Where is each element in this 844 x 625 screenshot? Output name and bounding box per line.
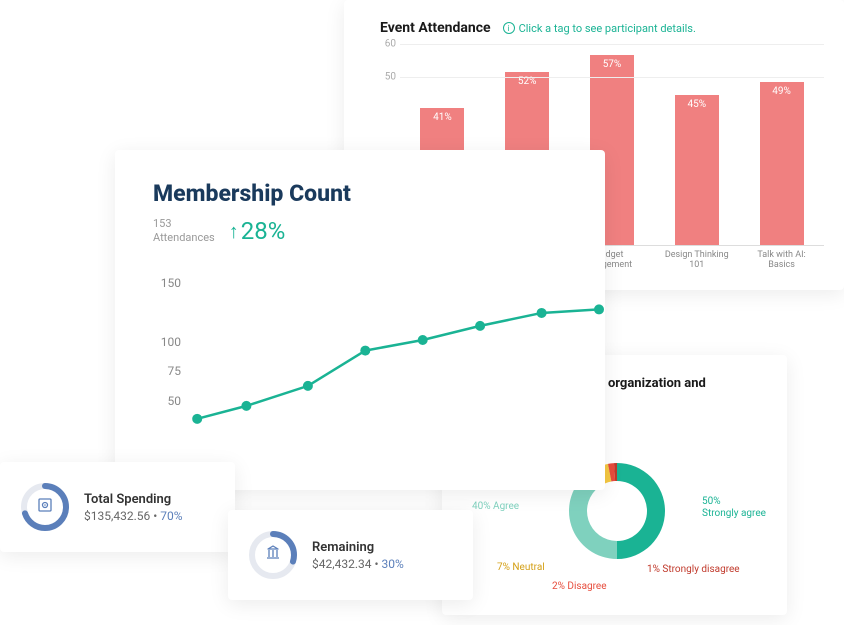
attendance-header: Event Attendance i Click a tag to see pa… <box>380 20 824 36</box>
donut-label: 50%Strongly agree <box>702 496 766 520</box>
membership-yaxis: 50 75 100 150 <box>153 260 189 460</box>
total-spending-ring <box>20 482 70 532</box>
total-spending-value: $135,432.56 <box>84 509 150 523</box>
attendance-ytick: 50 <box>385 72 396 83</box>
donut-label: 2% Disagree <box>552 581 607 593</box>
remaining-text: Remaining $42,432.34 • 30% <box>312 540 404 571</box>
attendance-bar-label: 49% <box>760 86 804 97</box>
total-spending-title: Total Spending <box>84 492 183 507</box>
membership-card: Membership Count 153 Attendances ↑ 28% 5… <box>115 150 605 490</box>
attendance-bar[interactable]: 45% <box>675 95 719 245</box>
remaining-card: Remaining $42,432.34 • 30% <box>228 510 473 600</box>
membership-ytick: 100 <box>161 335 181 349</box>
attendance-bar-label: 41% <box>420 112 464 123</box>
donut-label: 1% Strongly disagree <box>647 564 740 576</box>
total-spending-pct: 70% <box>160 509 182 523</box>
membership-chart: 50 75 100 150 <box>153 260 575 480</box>
remaining-value: $42,432.34 <box>312 557 371 571</box>
attendance-title: Event Attendance <box>380 20 491 36</box>
membership-ytick: 50 <box>168 394 182 408</box>
safe-icon <box>37 497 53 517</box>
membership-ytick: 75 <box>168 364 182 378</box>
membership-count-label: Attendances <box>153 231 215 245</box>
pillar-icon <box>265 545 281 565</box>
attendance-ytick: 60 <box>385 39 396 50</box>
remaining-pct: 30% <box>382 557 404 571</box>
membership-line-svg <box>189 260 575 460</box>
attendance-bar-label: 57% <box>590 59 634 70</box>
membership-plot <box>189 260 575 460</box>
attendance-bar[interactable]: 49% <box>760 82 804 245</box>
membership-pct: ↑ 28% <box>229 217 286 245</box>
total-spending-value-row: $135,432.56 • 70% <box>84 509 183 523</box>
info-icon: i <box>503 22 515 34</box>
arrow-up-icon: ↑ <box>229 219 239 244</box>
membership-ytick: 150 <box>161 276 181 290</box>
membership-count: 153 Attendances <box>153 217 215 246</box>
membership-title: Membership Count <box>153 180 575 207</box>
remaining-value-row: $42,432.34 • 30% <box>312 557 404 571</box>
remaining-ring <box>248 530 298 580</box>
membership-kpi: 153 Attendances ↑ 28% <box>153 217 575 246</box>
donut-label: 40% Agree <box>472 501 519 513</box>
attendance-hint[interactable]: i Click a tag to see participant details… <box>503 22 696 35</box>
attendance-hint-text: Click a tag to see participant details. <box>519 22 696 35</box>
attendance-category: Design Thinking101 <box>662 250 732 274</box>
total-spending-text: Total Spending $135,432.56 • 70% <box>84 492 183 523</box>
attendance-category: Talk with AI:Basics <box>747 250 817 274</box>
remaining-title: Remaining <box>312 540 404 555</box>
membership-pct-value: 28% <box>241 217 286 245</box>
donut-label: 7% Neutral <box>497 562 545 574</box>
total-spending-card: Total Spending $135,432.56 • 70% <box>0 462 235 552</box>
donut-segment[interactable] <box>617 463 665 559</box>
attendance-bar-label: 45% <box>675 99 719 110</box>
membership-count-value: 153 <box>153 217 215 231</box>
